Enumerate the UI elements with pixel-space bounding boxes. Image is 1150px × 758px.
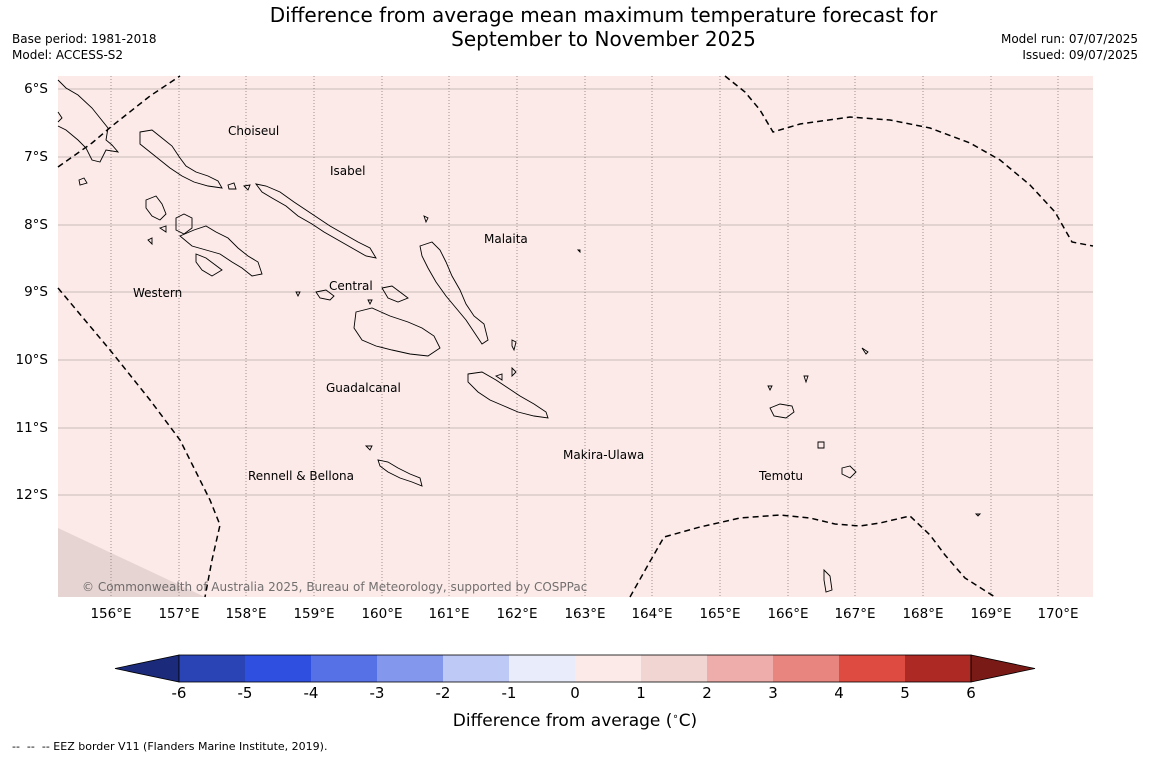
latitude-label: 12°S (15, 487, 49, 503)
colorbar-tick-label: 3 (768, 684, 778, 702)
model-info: Base period: 1981-2018 Model: ACCESS-S2 (12, 31, 157, 63)
colorbar-segment (245, 655, 311, 682)
colorbar-tick-label: 0 (570, 684, 580, 702)
eez-border (57, 75, 1094, 598)
longitude-label: 165°E (699, 606, 741, 622)
colorbar-segment (509, 655, 575, 682)
colorbar-tick-label: -2 (435, 684, 451, 702)
colorbar-label-unit: C) (678, 711, 698, 731)
run-info: Model run: 07/07/2025 Issued: 09/07/2025 (1001, 31, 1138, 63)
longitude-label: 163°E (564, 606, 606, 622)
longitude-label: 166°E (767, 606, 809, 622)
longitude-label: 159°E (293, 606, 335, 622)
colorbar-segment (575, 655, 641, 682)
colorbar-tick-label: 5 (900, 684, 910, 702)
colorbar-tick-label: -3 (369, 684, 385, 702)
colorbar-segment (707, 655, 773, 682)
colorbar-tick-label: 4 (834, 684, 844, 702)
colorbar-tick-label: -4 (303, 684, 319, 702)
longitude-label: 169°E (970, 606, 1012, 622)
colorbar-extend-low (114, 654, 180, 683)
longitude-label: 164°E (631, 606, 673, 622)
place-label-isabel: Isabel (330, 164, 366, 178)
issued-date: Issued: 09/07/2025 (1022, 48, 1138, 62)
place-label-makira-ulawa: Makira-Ulawa (563, 448, 645, 462)
colorbar-tick-label: 2 (702, 684, 712, 702)
colorbar-tick-label: 6 (966, 684, 976, 702)
colorbar-tick-label: -1 (501, 684, 517, 702)
longitude-label: 167°E (834, 606, 876, 622)
colorbar-label-text: Difference from average ( (452, 711, 673, 731)
longitude-label: 161°E (428, 606, 470, 622)
colorbar-segment (377, 655, 443, 682)
model-run-date: Model run: 07/07/2025 (1000, 32, 1138, 46)
place-label-central: Central (329, 279, 373, 293)
longitude-label: 157°E (158, 606, 200, 622)
place-label-temotu: Temotu (759, 469, 804, 483)
copyright-notice: © Commonwealth of Australia 2025, Bureau… (82, 580, 588, 594)
colorbar-segment (641, 655, 707, 682)
title-line-1: Difference from average mean maximum tem… (269, 3, 938, 27)
colorbar-segment (839, 655, 905, 682)
colorbar-segment (773, 655, 839, 682)
latitude-grid (58, 88, 1093, 496)
map-background (58, 76, 1093, 597)
latitude-label: 10°S (15, 352, 49, 368)
longitude-label: 160°E (361, 606, 403, 622)
longitude-label: 168°E (902, 606, 944, 622)
longitude-label: 156°E (90, 606, 132, 622)
place-label-western: Western (133, 286, 183, 300)
colorbar-extend-high (970, 654, 1036, 683)
colorbar-label: Difference from average (∘C) (0, 711, 1150, 731)
place-label-rennell-bellona: Rennell & Bellona (248, 469, 355, 483)
place-label-choiseul: Choiseul (228, 124, 280, 138)
place-label-malaita: Malaita (484, 232, 528, 246)
colorbar-segment (443, 655, 509, 682)
longitude-label: 162°E (496, 606, 538, 622)
colorbar-segment (179, 655, 245, 682)
colorbar-tick-label: -5 (237, 684, 253, 702)
latitude-label: 9°S (24, 284, 48, 300)
latitude-label: 11°S (15, 420, 49, 436)
colorbar-segment (311, 655, 377, 682)
longitude-label: 170°E (1037, 606, 1079, 622)
island-outlines (57, 79, 982, 593)
eez-border-legend: -- -- -- EEZ border V11 (Flanders Marine… (12, 740, 328, 753)
latitude-label: 6°S (24, 81, 48, 97)
title-line-2: September to November 2025 (451, 27, 756, 51)
colorbar-tick-label: -6 (171, 684, 187, 702)
map-title: Difference from average mean maximum tem… (0, 3, 1150, 51)
longitude-label: 158°E (225, 606, 267, 622)
colorbar-segment (905, 655, 971, 682)
latitude-label: 8°S (24, 217, 48, 233)
model-name: Model: ACCESS-S2 (12, 48, 124, 62)
colorbar-tick-label: 1 (636, 684, 646, 702)
colorbar (114, 654, 1036, 683)
base-period: Base period: 1981-2018 (12, 32, 157, 46)
colorbar-outline (178, 654, 972, 683)
no-data-region (58, 528, 205, 597)
latitude-label: 7°S (24, 149, 48, 165)
degree-symbol: ∘ (672, 711, 679, 723)
place-label-guadalcanal: Guadalcanal (326, 381, 401, 395)
